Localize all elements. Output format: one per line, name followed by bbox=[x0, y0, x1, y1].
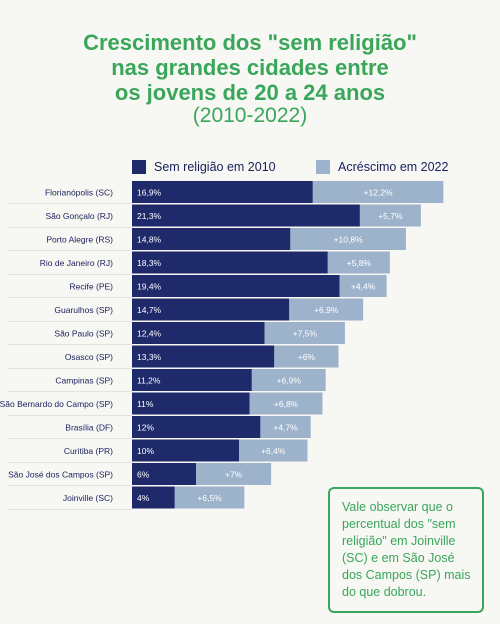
bar-2010 bbox=[132, 345, 275, 368]
category-label: Florianópolis (SC) bbox=[45, 188, 113, 198]
category-label: Joinville (SC) bbox=[63, 493, 113, 503]
bar-increment-2022 bbox=[249, 392, 323, 415]
bar-2010 bbox=[132, 228, 291, 250]
chart-subtitle: (2010-2022) bbox=[192, 104, 308, 127]
category-label: Campinas (SP) bbox=[55, 376, 113, 386]
bar-increment-2022 bbox=[327, 251, 390, 274]
legend-label: Acréscimo em 2022 bbox=[338, 160, 449, 174]
value-label-increment: +12,2% bbox=[364, 188, 394, 198]
value-label-2010: 19,4% bbox=[137, 282, 162, 292]
bar-increment-2022 bbox=[264, 322, 345, 344]
title-line: os jovens de 20 a 24 anos bbox=[114, 80, 386, 105]
value-label-increment: +6% bbox=[298, 352, 316, 362]
value-label-increment: +5,7% bbox=[378, 211, 403, 221]
category-label: São Paulo (SP) bbox=[54, 329, 113, 339]
bar-2010 bbox=[132, 392, 250, 415]
bar-increment-2022 bbox=[174, 486, 245, 509]
legend-swatch bbox=[132, 160, 146, 174]
value-label-increment: +4,4% bbox=[351, 282, 376, 292]
bar-increment-2022 bbox=[251, 369, 326, 391]
category-label: Guarulhos (SP) bbox=[54, 305, 113, 315]
bar-2010 bbox=[132, 298, 290, 321]
value-label-increment: +5,8% bbox=[347, 258, 372, 268]
category-label: Recife (PE) bbox=[70, 282, 114, 292]
bar-increment-2022 bbox=[196, 463, 272, 485]
bar-increment-2022 bbox=[339, 275, 387, 297]
value-label-2010: 10% bbox=[137, 446, 154, 456]
chart-title: Crescimento dos "sem religião" nas grand… bbox=[0, 30, 500, 105]
title-line: nas grandes cidades entre bbox=[111, 55, 389, 80]
value-label-increment: +7% bbox=[225, 470, 243, 480]
value-label-2010: 12,4% bbox=[137, 329, 162, 339]
bar-2010 bbox=[132, 251, 328, 274]
value-label-increment: +6,9% bbox=[314, 305, 339, 315]
bar-increment-2022 bbox=[239, 439, 308, 462]
value-label-2010: 18,3% bbox=[137, 258, 162, 268]
category-label: Curitiba (PR) bbox=[64, 446, 113, 456]
category-label: São Gonçalo (RJ) bbox=[45, 211, 113, 221]
bar-2010 bbox=[132, 369, 252, 391]
value-label-increment: +6,5% bbox=[197, 493, 222, 503]
title-line: Crescimento dos "sem religião" bbox=[83, 30, 417, 55]
value-label-2010: 14,8% bbox=[137, 235, 162, 245]
value-label-2010: 11% bbox=[137, 399, 154, 409]
bar-2010 bbox=[132, 204, 360, 227]
bar-2010 bbox=[132, 416, 261, 438]
annotation-box: Vale observar que o percentual dos "sem … bbox=[328, 487, 484, 613]
bar-increment-2022 bbox=[290, 228, 406, 250]
value-label-2010: 21,3% bbox=[137, 211, 162, 221]
bar-2010 bbox=[132, 463, 197, 485]
bar-increment-2022 bbox=[274, 345, 339, 368]
value-label-2010: 14,7% bbox=[137, 305, 162, 315]
value-label-2010: 16,9% bbox=[137, 188, 162, 198]
category-label: São Bernardo do Campo (SP) bbox=[0, 399, 113, 409]
bar-increment-2022 bbox=[260, 416, 311, 438]
bar-2010 bbox=[132, 486, 175, 509]
category-label: Brasília (DF) bbox=[65, 423, 113, 433]
category-label: Osasco (SP) bbox=[65, 352, 113, 362]
value-label-increment: +6,4% bbox=[261, 446, 286, 456]
bar-2010 bbox=[132, 275, 340, 297]
value-label-increment: +6,9% bbox=[277, 376, 302, 386]
value-label-increment: +4,7% bbox=[273, 423, 298, 433]
value-label-2010: 4% bbox=[137, 493, 150, 503]
bar-increment-2022 bbox=[359, 204, 421, 227]
value-label-2010: 12% bbox=[137, 423, 154, 433]
value-label-increment: +10,8% bbox=[334, 235, 364, 245]
category-label: São José dos Campos (SP) bbox=[8, 470, 113, 480]
bar-increment-2022 bbox=[312, 181, 444, 203]
value-label-2010: 6% bbox=[137, 470, 150, 480]
legend-label: Sem religião em 2010 bbox=[154, 160, 276, 174]
bar-2010 bbox=[132, 322, 265, 344]
legend-swatch bbox=[316, 160, 330, 174]
category-label: Porto Alegre (RS) bbox=[46, 235, 113, 245]
value-label-2010: 11,2% bbox=[137, 376, 161, 386]
bar-2010 bbox=[132, 439, 239, 462]
value-label-increment: +7,5% bbox=[293, 329, 318, 339]
value-label-2010: 13,3% bbox=[137, 352, 162, 362]
value-label-increment: +6,8% bbox=[274, 399, 299, 409]
category-label: Rio de Janeiro (RJ) bbox=[40, 258, 113, 268]
bar-2010 bbox=[132, 181, 313, 203]
bar-increment-2022 bbox=[289, 298, 364, 321]
legend-item-2022: Acréscimo em 2022 bbox=[316, 160, 448, 174]
legend-item-2010: Sem religião em 2010 bbox=[132, 160, 276, 174]
